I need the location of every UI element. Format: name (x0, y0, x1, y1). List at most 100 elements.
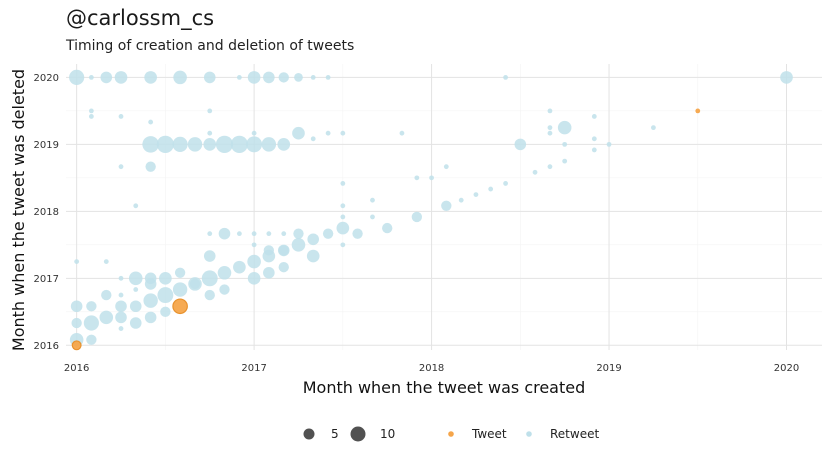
retweet-point (488, 186, 494, 192)
retweet-point (399, 130, 405, 136)
retweet-point (133, 287, 139, 292)
retweet-point (70, 300, 83, 313)
retweet-point (246, 136, 263, 153)
y-tick-label: 2018 (34, 207, 59, 218)
legend-size-symbol (350, 426, 366, 442)
retweet-point (325, 74, 331, 80)
retweet-point (325, 130, 331, 136)
retweet-point (100, 71, 113, 84)
retweet-point (207, 231, 213, 237)
retweet-point (144, 71, 157, 84)
y-tick-label: 2020 (34, 73, 59, 84)
retweet-point (278, 245, 289, 256)
retweet-point (307, 233, 320, 246)
retweet-point (157, 287, 174, 304)
retweet-point (503, 74, 508, 80)
retweet-point (340, 181, 346, 186)
y-tick-label: 2017 (34, 274, 59, 285)
retweet-point (651, 125, 656, 131)
retweet-point (251, 231, 257, 237)
retweet-point (292, 126, 305, 140)
retweet-point (251, 242, 257, 248)
retweet-point (591, 114, 597, 119)
y-axis-ticks: 2016 2017 2018 2019 2020 (34, 73, 59, 352)
retweet-point (458, 197, 464, 203)
retweet-point (262, 249, 276, 263)
retweet-point (118, 292, 124, 298)
retweet-point (118, 275, 124, 281)
retweet-point (352, 228, 363, 239)
retweet-point (133, 203, 139, 209)
retweet-point (118, 164, 124, 170)
chart-subtitle: Timing of creation and deletion of tweet… (66, 38, 355, 54)
y-tick-label: 2019 (34, 140, 59, 151)
retweet-point (129, 317, 142, 329)
retweet-point (217, 265, 232, 280)
retweet-point (291, 238, 306, 252)
retweet-point (144, 311, 157, 324)
retweet-point (203, 138, 217, 151)
tweet-point (695, 108, 701, 114)
retweet-point (266, 231, 272, 237)
retweet-point (86, 301, 97, 312)
retweet-point (118, 114, 124, 119)
retweet-point (310, 74, 316, 80)
x-axis-title: Month when the tweet was created (303, 378, 586, 397)
legend-color-label: Tweet (471, 427, 507, 441)
retweet-point (547, 130, 553, 136)
retweet-point (370, 214, 375, 220)
retweet-point (429, 175, 434, 181)
retweet-point (172, 282, 188, 297)
retweet-point (414, 175, 420, 181)
retweet-point (71, 317, 82, 329)
retweet-point (218, 227, 231, 240)
retweet-point (547, 108, 553, 114)
retweet-point (207, 130, 213, 136)
retweet-point (114, 71, 128, 84)
retweet-point (780, 71, 793, 84)
retweet-point (340, 130, 346, 136)
retweet-point (86, 334, 97, 345)
retweet-point (115, 300, 127, 313)
retweet-point (382, 222, 393, 234)
retweet-point (128, 271, 143, 286)
retweet-point (159, 272, 172, 285)
retweet-point (83, 315, 99, 331)
retweet-point (115, 311, 127, 324)
retweet-point (88, 74, 94, 80)
retweet-point (207, 108, 213, 114)
retweet-point (219, 284, 230, 295)
retweet-point (103, 259, 109, 264)
retweet-point (144, 278, 157, 290)
tweet-point (71, 340, 82, 351)
x-tick-label: 2019 (596, 363, 621, 374)
retweet-point (263, 266, 275, 279)
retweet-point (88, 108, 94, 114)
retweet-point (236, 231, 242, 237)
retweet-point (118, 326, 124, 331)
retweet-point (278, 72, 289, 83)
retweet-point (174, 267, 186, 278)
retweet-point (101, 289, 112, 301)
retweet-point (203, 250, 216, 262)
y-tick-label: 2016 (34, 341, 59, 352)
retweet-point (148, 119, 154, 125)
retweet-point (293, 228, 304, 239)
retweet-point (142, 136, 159, 153)
retweet-point (503, 181, 508, 186)
retweet-point (278, 261, 289, 273)
retweet-point (230, 135, 248, 153)
retweet-point (411, 211, 423, 223)
legend-color-symbol (526, 431, 532, 437)
retweet-point (591, 136, 597, 142)
retweet-point (336, 221, 350, 235)
retweet-point (514, 138, 527, 151)
retweet-point (236, 74, 242, 80)
retweet-point (340, 242, 346, 248)
retweet-point (277, 138, 291, 151)
retweet-point (203, 71, 216, 84)
retweet-point (215, 135, 234, 153)
legend-size-label: 5 (331, 427, 339, 441)
x-axis-ticks: 2016 2017 2018 2019 2020 (64, 363, 799, 374)
retweet-point (473, 192, 479, 198)
